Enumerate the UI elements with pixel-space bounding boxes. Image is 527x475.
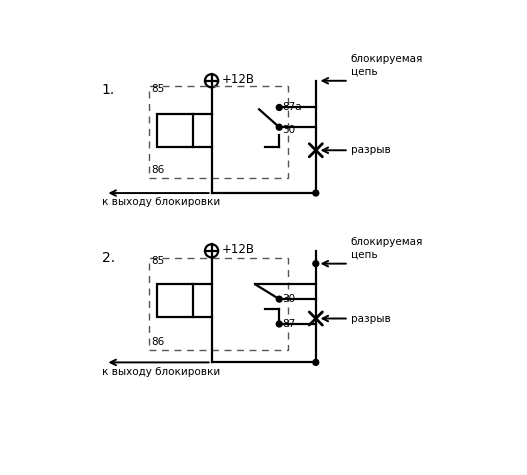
Bar <box>149 86 288 178</box>
Circle shape <box>313 360 319 365</box>
Text: +12В: +12В <box>222 73 255 86</box>
Text: 87a: 87a <box>282 103 302 113</box>
Text: блокируемая
цепь: блокируемая цепь <box>350 237 423 259</box>
Circle shape <box>276 296 282 302</box>
Bar <box>157 114 193 147</box>
Text: +12В: +12В <box>222 243 255 256</box>
Text: разрыв: разрыв <box>350 145 391 155</box>
Text: блокируемая
цепь: блокируемая цепь <box>350 54 423 76</box>
Bar <box>157 285 193 317</box>
Text: к выходу блокировки: к выходу блокировки <box>102 198 220 208</box>
Text: 85: 85 <box>151 84 164 94</box>
Text: к выходу блокировки: к выходу блокировки <box>102 367 220 377</box>
Text: разрыв: разрыв <box>350 314 391 323</box>
Circle shape <box>313 261 319 266</box>
Circle shape <box>313 190 319 196</box>
Circle shape <box>276 124 282 130</box>
Text: 30: 30 <box>282 125 296 135</box>
Circle shape <box>276 104 282 110</box>
Text: 86: 86 <box>151 165 164 175</box>
Text: 87: 87 <box>282 319 296 329</box>
Text: 2.: 2. <box>102 251 115 265</box>
Text: 30: 30 <box>282 294 296 304</box>
Text: 85: 85 <box>151 256 164 266</box>
Text: 86: 86 <box>151 337 164 347</box>
Text: 1.: 1. <box>102 83 115 97</box>
Bar <box>149 258 288 350</box>
Circle shape <box>276 321 282 327</box>
